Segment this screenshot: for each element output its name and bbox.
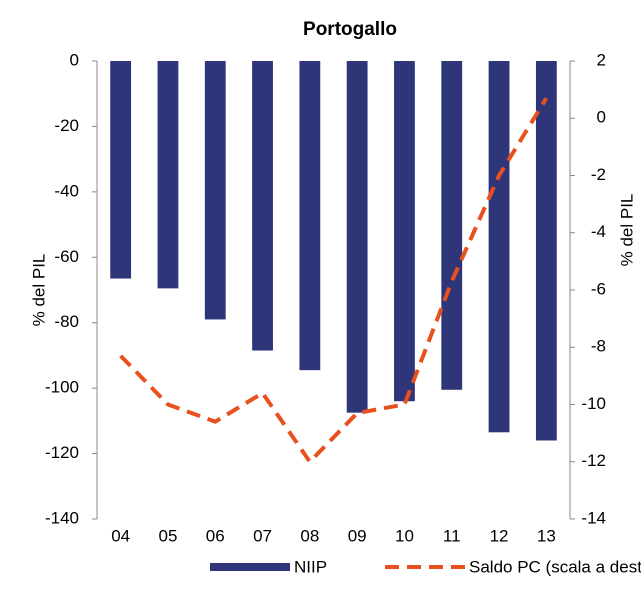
y2-tick-label: -8 bbox=[591, 337, 606, 356]
y2-tick-label: -14 bbox=[581, 508, 606, 527]
x-tick-label: 11 bbox=[443, 526, 461, 545]
bar bbox=[204, 61, 226, 320]
x-tick-label: 08 bbox=[300, 526, 319, 545]
bar bbox=[394, 61, 415, 402]
x-tick-label: 12 bbox=[490, 526, 509, 545]
y2-tick-label: -6 bbox=[591, 279, 606, 298]
legend-swatch bbox=[210, 563, 290, 571]
y-tick-label: -120 bbox=[45, 443, 79, 462]
y2-tick-label: -10 bbox=[581, 394, 606, 413]
bar bbox=[346, 61, 368, 413]
y2-tick-label: 2 bbox=[597, 50, 606, 69]
legend-label: NIIP bbox=[294, 557, 327, 576]
x-tick-label: 05 bbox=[158, 526, 177, 545]
bar bbox=[299, 61, 321, 371]
legend-label: Saldo PC (scala a destra) bbox=[469, 557, 641, 576]
y2-tick-label: -12 bbox=[581, 451, 606, 470]
chart-title: Portogallo bbox=[303, 19, 397, 40]
line bbox=[119, 97, 549, 465]
x-tick-label: 09 bbox=[348, 526, 367, 545]
y-tick-label: -100 bbox=[45, 378, 79, 397]
y2-axis-title: % del PIL bbox=[617, 194, 636, 267]
y2-tick-label: -2 bbox=[591, 165, 606, 184]
bar bbox=[110, 61, 132, 279]
y2-tick-label: 0 bbox=[597, 108, 606, 127]
x-tick-label: 04 bbox=[111, 526, 130, 545]
bar bbox=[441, 61, 463, 390]
y-tick-label: 0 bbox=[70, 50, 79, 69]
y-tick-label: -20 bbox=[54, 116, 79, 135]
x-tick-label: 13 bbox=[537, 526, 556, 545]
y-tick-label: -40 bbox=[54, 181, 79, 200]
x-tick-label: 07 bbox=[253, 526, 272, 545]
x-tick-label: 06 bbox=[206, 526, 225, 545]
x-tick-label: 10 bbox=[395, 526, 414, 545]
bar bbox=[535, 61, 557, 441]
bar bbox=[252, 61, 273, 351]
y-tick-label: -80 bbox=[54, 312, 79, 331]
bar bbox=[157, 61, 179, 289]
bar bbox=[488, 61, 510, 433]
y-tick-label: -60 bbox=[54, 247, 79, 266]
y2-tick-label: -4 bbox=[591, 222, 606, 241]
y-axis-title: % del PIL bbox=[29, 254, 48, 327]
y-tick-label: -140 bbox=[45, 508, 79, 527]
